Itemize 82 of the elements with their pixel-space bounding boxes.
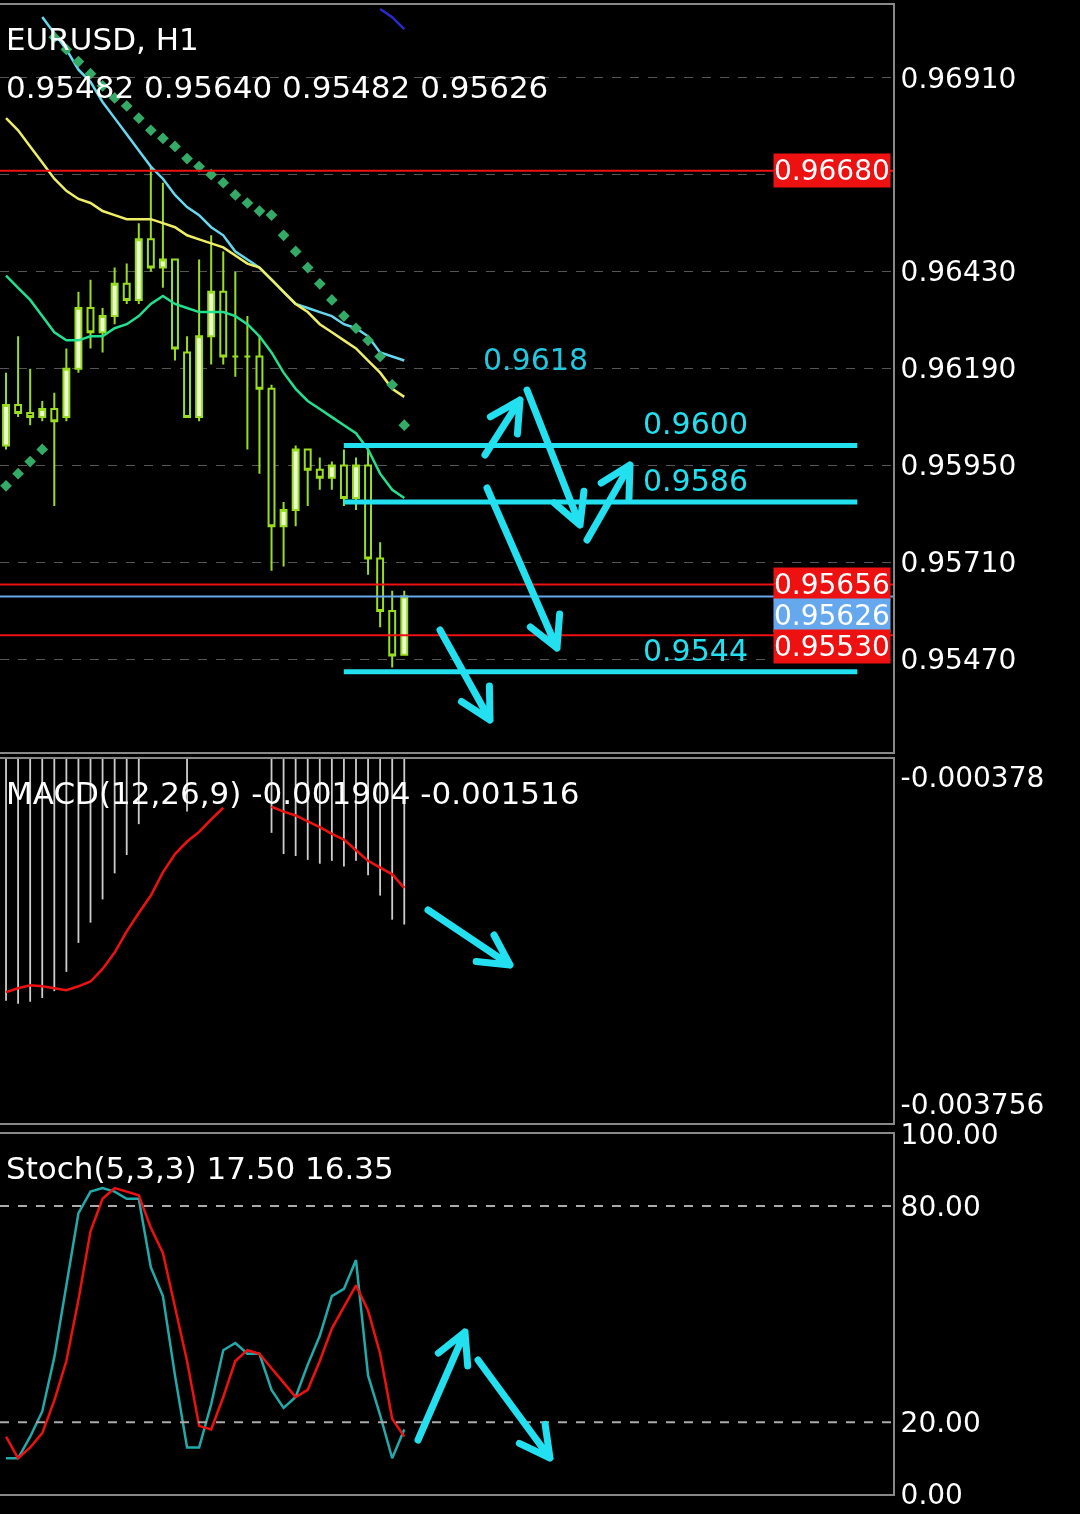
candlestick (388, 589, 397, 669)
candlestick (134, 222, 143, 305)
point (313, 277, 326, 290)
candlestick (339, 448, 348, 507)
y-tick-label: 0.00 (900, 1478, 963, 1512)
candlestick (50, 391, 59, 507)
candlestick (98, 307, 107, 354)
candlestick (207, 234, 216, 366)
point (217, 176, 230, 189)
candlestick (183, 335, 191, 419)
text: Stoch(5,3,3) 17.50 16.35 (6, 1150, 394, 1186)
candlestick (303, 448, 312, 507)
y-tick-label: 20.00 (900, 1406, 981, 1440)
candlestick (376, 541, 385, 629)
y-tick-label: 80.00 (900, 1189, 981, 1223)
candlestick (110, 266, 119, 326)
candlestick (400, 589, 409, 656)
candlestick (26, 367, 35, 427)
candlestick (62, 347, 71, 423)
candlestick (315, 456, 324, 491)
candlestick (291, 444, 300, 528)
y-tick-label: 0.96430 (900, 255, 1017, 289)
point (265, 209, 278, 221)
point (350, 322, 362, 335)
candlestick (122, 262, 131, 305)
point (36, 443, 49, 456)
point (169, 140, 181, 153)
candlestick (231, 270, 240, 378)
ref-line-label: 0.95656 (774, 568, 890, 601)
point (157, 132, 169, 145)
candlestick (243, 315, 252, 451)
point (386, 378, 399, 391)
point (24, 455, 37, 468)
ref-line-label: 0.95530 (774, 630, 890, 663)
point (144, 124, 157, 137)
line-series (4, 116, 406, 399)
candlestick (158, 181, 167, 289)
point (181, 152, 193, 165)
candlestick (279, 500, 288, 568)
y-tick-label: 0.96910 (900, 61, 1017, 95)
point (338, 310, 350, 322)
candlestick (364, 448, 373, 576)
candlestick (255, 335, 264, 475)
point (241, 197, 254, 209)
line-series (4, 1186, 406, 1460)
candlestick (146, 165, 155, 273)
point (229, 189, 242, 201)
annotation: 0.9618 (483, 342, 588, 377)
candlestick (74, 290, 83, 374)
y-tick-label: 0.96190 (900, 352, 1017, 386)
point (277, 229, 290, 242)
candlestick (352, 456, 360, 512)
point (289, 245, 302, 258)
line-series (4, 274, 406, 500)
point (301, 261, 314, 274)
point (362, 334, 374, 347)
point (12, 467, 24, 480)
point (398, 419, 411, 432)
candlestick (38, 399, 47, 423)
point (326, 294, 338, 306)
y-tick-label: 0.95710 (900, 546, 1017, 580)
candlestick (86, 278, 95, 350)
candlestick (219, 250, 228, 366)
ref-line-label: 0.9600 (643, 406, 748, 441)
point (72, 55, 85, 68)
candlestick (14, 335, 23, 419)
candlestick (267, 383, 276, 572)
ref-line-label: 0.95626 (774, 599, 890, 632)
point (0, 479, 12, 492)
candlestick (195, 258, 204, 423)
candlestick (2, 371, 10, 451)
ref-line-label: 0.96680 (774, 154, 890, 187)
candlestick (171, 258, 179, 362)
ref-line-label: 0.9586 (643, 463, 748, 498)
candlestick (327, 460, 336, 491)
point (253, 205, 266, 217)
point (132, 112, 145, 124)
y-tick-label: 0.95950 (900, 449, 1017, 483)
y-tick-label: 0.95470 (900, 643, 1017, 677)
ref-line-label: 0.9544 (643, 633, 748, 668)
point (374, 350, 386, 363)
y-tick-label: -0.000378 (900, 761, 1045, 795)
